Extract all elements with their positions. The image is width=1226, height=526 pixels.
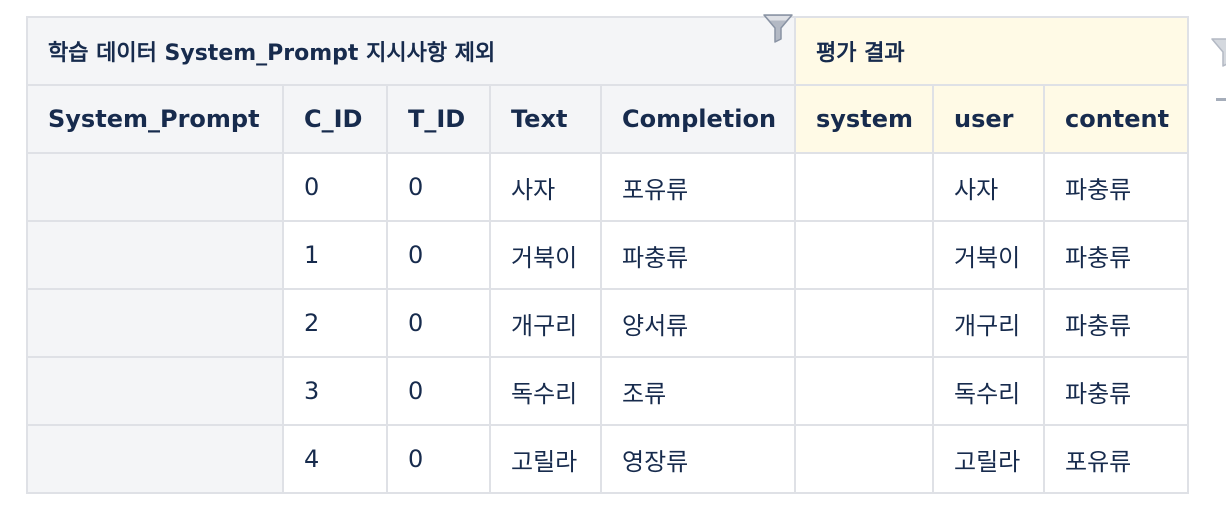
- cell-c-id: 4: [282, 424, 388, 494]
- cell-user: 거북이: [932, 220, 1045, 290]
- cell-c-id: 0: [282, 152, 388, 222]
- cell-content: 파충류: [1043, 288, 1189, 358]
- cell-system-prompt: [26, 288, 284, 358]
- column-header-row: System_Prompt C_ID T_ID Text Completion …: [26, 84, 1189, 154]
- cell-text: 거북이: [489, 220, 602, 290]
- column-header-system-prompt[interactable]: System_Prompt: [26, 84, 284, 154]
- column-header-text[interactable]: Text: [489, 84, 602, 154]
- cell-t-id: 0: [386, 424, 491, 494]
- cell-text: 고릴라: [489, 424, 602, 494]
- cell-completion: 조류: [600, 356, 796, 426]
- column-header-content[interactable]: content: [1043, 84, 1189, 154]
- table-row: 4 0 고릴라 영장류 고릴라 포유류: [26, 424, 1189, 494]
- cell-completion: 영장류: [600, 424, 796, 494]
- cell-system: [794, 288, 934, 358]
- cell-content: 파충류: [1043, 356, 1189, 426]
- cell-system-prompt: [26, 220, 284, 290]
- cell-user: 개구리: [932, 288, 1045, 358]
- group-header-row: 학습 데이터 System_Prompt 지시사항 제외 평가 결과: [26, 16, 1189, 86]
- cell-c-id: 2: [282, 288, 388, 358]
- cell-content: 포유류: [1043, 424, 1189, 494]
- cell-system: [794, 220, 934, 290]
- cell-system: [794, 152, 934, 222]
- cell-completion: 양서류: [600, 288, 796, 358]
- cell-c-id: 3: [282, 356, 388, 426]
- cell-completion: 포유류: [600, 152, 796, 222]
- group-header-training: 학습 데이터 System_Prompt 지시사항 제외: [26, 16, 796, 86]
- cell-completion: 파충류: [600, 220, 796, 290]
- cell-system-prompt: [26, 356, 284, 426]
- cell-system: [794, 424, 934, 494]
- cell-system-prompt: [26, 424, 284, 494]
- filter-icon[interactable]: [1210, 36, 1226, 68]
- cell-text: 개구리: [489, 288, 602, 358]
- cell-t-id: 0: [386, 220, 491, 290]
- group-header-evaluation: 평가 결과: [794, 16, 1189, 86]
- column-header-system[interactable]: system: [794, 84, 934, 154]
- column-header-completion[interactable]: Completion: [600, 84, 796, 154]
- cell-c-id: 1: [282, 220, 388, 290]
- cell-text: 독수리: [489, 356, 602, 426]
- cell-t-id: 0: [386, 288, 491, 358]
- cell-user: 고릴라: [932, 424, 1045, 494]
- table-row: 1 0 거북이 파충류 거북이 파충류: [26, 220, 1189, 290]
- cell-user: 사자: [932, 152, 1045, 222]
- cell-system: [794, 356, 934, 426]
- data-table: 학습 데이터 System_Prompt 지시사항 제외 평가 결과 Syste…: [26, 16, 1189, 494]
- table-row: 2 0 개구리 양서류 개구리 파충류: [26, 288, 1189, 358]
- table-row: 0 0 사자 포유류 사자 파충류: [26, 152, 1189, 222]
- table-row: 3 0 독수리 조류 독수리 파충류: [26, 356, 1189, 426]
- cell-content: 파충류: [1043, 152, 1189, 222]
- cell-content: 파충류: [1043, 220, 1189, 290]
- column-header-user[interactable]: user: [932, 84, 1045, 154]
- partial-divider: [1216, 98, 1226, 101]
- column-header-t-id[interactable]: T_ID: [386, 84, 491, 154]
- column-header-c-id[interactable]: C_ID: [282, 84, 388, 154]
- filter-icon[interactable]: [762, 12, 794, 44]
- cell-t-id: 0: [386, 152, 491, 222]
- cell-system-prompt: [26, 152, 284, 222]
- cell-t-id: 0: [386, 356, 491, 426]
- cell-text: 사자: [489, 152, 602, 222]
- cell-user: 독수리: [932, 356, 1045, 426]
